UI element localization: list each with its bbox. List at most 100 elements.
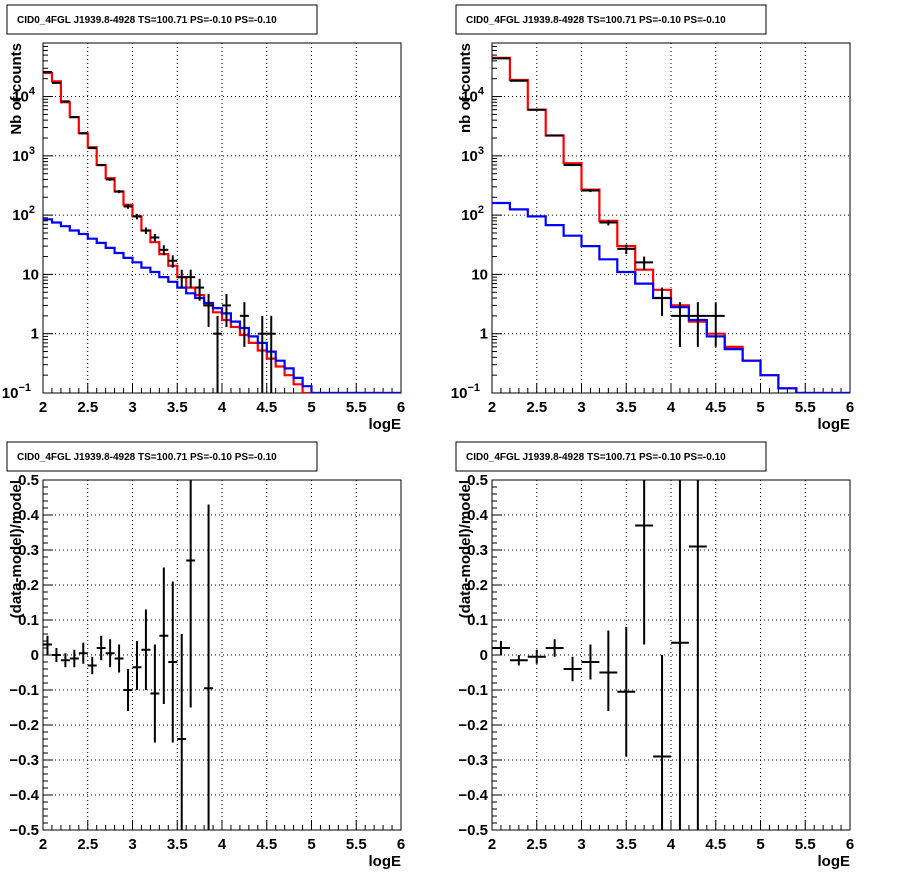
data-point (617, 627, 636, 757)
x-tick-label: 4.5 (256, 836, 277, 853)
data-point (599, 219, 618, 226)
x-tick-label: 5.5 (346, 836, 367, 853)
x-tick-label: 2 (488, 836, 496, 853)
data-point (177, 634, 187, 830)
x-tick-label: 6 (397, 836, 405, 853)
x-tick-label: 2.5 (77, 836, 98, 853)
data-point (635, 256, 654, 270)
y-tick-label: −0.4 (458, 787, 488, 804)
title-box (6, 441, 318, 472)
data-points (43, 70, 276, 393)
chart-panel-1: 2 2.5 3 3.5 4 4.5 5 5.5 6 10−1 1 10 102 103 104 logE Nb … (2, 4, 405, 433)
title-box (455, 441, 767, 472)
data-point (195, 278, 205, 301)
y-tick-label: 10 (471, 266, 488, 283)
data-point (114, 190, 124, 194)
x-tick-label: 5.5 (795, 836, 816, 853)
data-point (87, 656, 97, 675)
data-point (141, 609, 151, 690)
plot-frame (42, 42, 402, 394)
data-point (69, 649, 79, 668)
data-point (688, 302, 707, 347)
series-red-line (43, 71, 401, 393)
data-point (653, 287, 671, 316)
y-tick-label: 0 (31, 647, 39, 664)
data-points (492, 480, 707, 830)
data-point (132, 641, 142, 690)
chart-panel-4: 2 2.5 3 3.5 4 4.5 5 5.5 6 −0.5 −0.4 −0.3 −0.2 −0.1 0 0.… (455, 441, 854, 870)
x-tick-label: 4.5 (705, 399, 726, 416)
data-point (581, 644, 600, 680)
y-tick-label: −0.4 (9, 787, 39, 804)
y-tick-label: 0.5 (467, 472, 488, 489)
data-point (204, 504, 214, 830)
data-point (527, 649, 546, 664)
data-point (563, 163, 582, 167)
data-point (492, 57, 510, 60)
y-tick-label: 0.4 (467, 507, 489, 524)
data-point (266, 315, 276, 393)
data-point (159, 567, 169, 704)
data-point (78, 642, 88, 664)
data-point (60, 100, 70, 103)
y-tick-label: −0.1 (9, 682, 39, 699)
x-tick-label: 5 (307, 399, 315, 416)
x-tick-label: 4 (218, 836, 227, 853)
x-tick-label: 6 (846, 836, 854, 853)
data-point (688, 480, 707, 830)
x-tick-label: 5 (756, 399, 764, 416)
data-point (51, 648, 61, 662)
data-point (239, 302, 249, 347)
data-point (617, 244, 636, 255)
data-point (545, 134, 564, 137)
axis-ticks (491, 42, 851, 394)
data-point (105, 178, 115, 181)
x-tick-label: 3.5 (167, 836, 188, 853)
data-point (150, 234, 160, 242)
title-box (6, 4, 318, 35)
data-point (177, 269, 187, 288)
x-tick-label: 3 (577, 399, 585, 416)
x-tick-label: 5.5 (795, 399, 816, 416)
x-tick-label: 2 (488, 399, 496, 416)
y-axis-label: (data-model)/model (8, 480, 25, 618)
grid (492, 480, 850, 830)
data-point (123, 669, 133, 711)
y-tick-label: 0.5 (18, 472, 39, 489)
y-tick-label: −0.2 (458, 717, 488, 734)
data-point (653, 655, 671, 830)
title-box (455, 4, 767, 35)
x-tick-label: 6 (397, 399, 405, 416)
grid (43, 43, 401, 393)
x-tick-label: 5 (756, 836, 764, 853)
data-point (141, 227, 151, 235)
data-point (168, 255, 178, 268)
data-point (159, 245, 169, 256)
y-tick-label: −0.2 (9, 717, 39, 734)
data-point (492, 641, 510, 655)
y-axis-label: (data-model)/model (457, 480, 474, 618)
data-point (132, 213, 142, 220)
data-point (96, 635, 106, 661)
x-tick-label: 2.5 (526, 836, 547, 853)
data-point (599, 630, 618, 711)
data-point (204, 293, 214, 327)
data-point (186, 269, 196, 288)
y-tick-label: 0.3 (18, 542, 39, 559)
y-tick-label: 103 (461, 145, 484, 165)
x-tick-label: 2.5 (526, 399, 547, 416)
x-axis-label: logE (818, 853, 851, 870)
x-tick-label: 5 (307, 836, 315, 853)
grid (43, 480, 401, 830)
y-tick-label: 0 (480, 647, 488, 664)
x-tick-label: 3 (128, 836, 136, 853)
data-point (60, 653, 70, 668)
data-point (509, 655, 528, 666)
axis-ticks (42, 42, 402, 394)
y-tick-label: −0.1 (458, 682, 488, 699)
x-axis-label: logE (369, 853, 402, 870)
plot-frame (42, 479, 402, 831)
chart-panel-3: 2 2.5 3 3.5 4 4.5 5 5.5 6 −0.5 −0.4 −0.3 −0.2 −0.1 0 0.… (6, 441, 405, 870)
y-tick-label: 102 (461, 204, 484, 224)
